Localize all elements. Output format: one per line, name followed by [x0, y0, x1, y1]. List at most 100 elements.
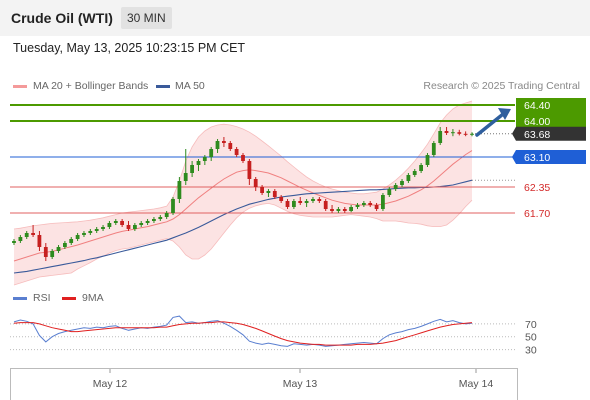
rsi-tick-label: 70	[525, 319, 537, 331]
candle-body	[69, 239, 74, 243]
candle-body	[470, 133, 474, 135]
rsi-legend-label: RSI	[33, 292, 51, 304]
candle-body	[336, 209, 341, 211]
candle-body	[400, 181, 404, 185]
last-price-tag-bg	[512, 126, 586, 141]
candle-body	[406, 175, 411, 181]
x-tick-label: May 14	[459, 378, 494, 390]
candle-body	[164, 213, 169, 217]
candle-body	[438, 131, 443, 143]
candle-body	[37, 235, 42, 247]
rsi-line	[13, 315, 473, 347]
candle-body	[253, 179, 258, 187]
ma9-swatch	[62, 297, 76, 300]
candle-body	[43, 247, 48, 257]
candle-body	[431, 143, 436, 155]
candle-body	[292, 201, 296, 207]
instrument-title: Crude Oil (WTI)	[11, 10, 113, 26]
candle-body	[228, 143, 233, 149]
candle-body	[381, 195, 385, 209]
candle-body	[75, 235, 80, 239]
candle-body	[171, 199, 175, 213]
candle-body	[145, 221, 150, 223]
candle-body	[368, 203, 373, 205]
candle-body	[120, 221, 124, 225]
timeframe-badge[interactable]: 30 MIN	[121, 7, 172, 29]
candle-body	[63, 243, 67, 247]
trend-arrow-head	[498, 108, 511, 120]
candle-body	[266, 191, 271, 193]
resistance-tag-1: 64.40	[524, 100, 550, 112]
candle-body	[317, 199, 322, 201]
candle-body	[107, 223, 112, 227]
last-price-tag: 63.68	[524, 129, 550, 141]
candle-body	[342, 209, 347, 211]
rsi-9ma-line	[13, 321, 473, 346]
candle-body	[113, 221, 118, 223]
support-tag-2: 61.70	[524, 208, 550, 220]
pivot-tag: 63.10	[524, 152, 550, 164]
rsi-tick-label: 30	[525, 345, 537, 357]
candle-body	[457, 132, 462, 134]
header-bar	[0, 0, 590, 36]
candle-body	[279, 197, 284, 201]
candle-body	[298, 201, 303, 203]
candle-body	[451, 132, 455, 134]
candle-body	[183, 173, 188, 181]
candle-body	[349, 207, 353, 211]
bollinger-band-area	[14, 101, 472, 285]
candle-body	[190, 165, 194, 173]
candle-body	[311, 199, 315, 201]
candle-body	[202, 157, 207, 161]
bollinger-lower-line	[13, 199, 473, 286]
time-axis-frame	[10, 368, 518, 400]
resistance-tags-bg	[516, 98, 586, 128]
candle-body	[126, 225, 131, 229]
bollinger-upper-line	[13, 100, 473, 230]
ma50-legend-label: MA 50	[175, 80, 205, 92]
candle-body	[387, 189, 392, 195]
candle-body	[241, 155, 245, 161]
rsi-swatch	[13, 297, 27, 300]
x-tick-label: May 13	[283, 378, 318, 390]
candle-body	[82, 233, 86, 235]
candle-body	[215, 141, 220, 149]
candle-body	[101, 227, 105, 229]
candle-body	[330, 209, 334, 211]
candle-body	[56, 247, 61, 251]
candle-body	[463, 133, 468, 135]
candle-body	[31, 233, 35, 235]
research-credit: Research © 2025 Trading Central	[423, 80, 580, 92]
chart-datetime: Tuesday, May 13, 2025 10:23:15 PM CET	[13, 41, 246, 55]
candle-body	[18, 237, 23, 241]
candle-body	[133, 225, 137, 229]
support-tag-1: 62.35	[524, 182, 550, 194]
candle-body	[374, 205, 379, 209]
candle-body	[88, 231, 93, 233]
candle-body	[444, 131, 449, 133]
candle-body	[419, 165, 423, 171]
candle-body	[24, 233, 29, 237]
candle-body	[247, 161, 252, 179]
candle-body	[412, 171, 417, 175]
pivot-tag-bg	[512, 150, 586, 164]
x-tick-label: May 12	[93, 378, 128, 390]
ma20-swatch	[13, 85, 27, 88]
resistance-tag-2: 64.00	[524, 116, 550, 128]
ma50-swatch	[156, 85, 170, 88]
candle-body	[152, 219, 156, 221]
candle-body	[94, 229, 99, 231]
candle-body	[393, 185, 398, 189]
trend-arrow-shaft	[475, 110, 507, 137]
candle-body	[50, 251, 55, 257]
rsi-tick-label: 50	[525, 332, 537, 344]
candle-body	[355, 205, 360, 207]
candle-body	[304, 201, 309, 203]
candle-body	[209, 149, 214, 157]
ma9-legend-label: 9MA	[82, 292, 104, 304]
candle-body	[177, 181, 182, 199]
candle-body	[12, 241, 16, 243]
candle-body	[260, 187, 264, 193]
ma20-legend-label: MA 20 + Bollinger Bands	[33, 80, 149, 92]
